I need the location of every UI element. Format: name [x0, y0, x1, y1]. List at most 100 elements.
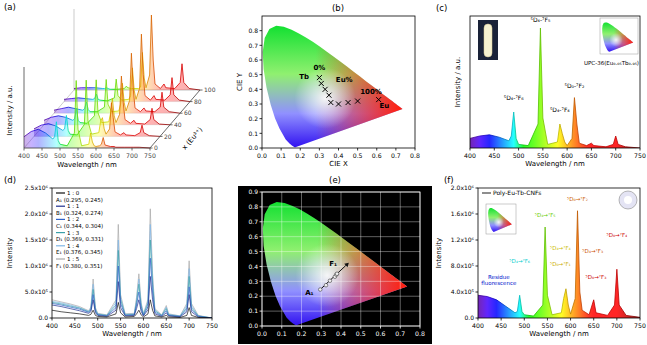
spectrum-line [470, 28, 640, 148]
grid-line [341, 192, 342, 326]
x-tick-label: 0.5 [356, 330, 366, 337]
annotation: 100% [360, 88, 382, 96]
grid-line [380, 192, 381, 326]
grid-line [262, 221, 420, 222]
x-tick-label: 700 [183, 322, 195, 329]
annotation: ⁵D₄→⁷F₆ [509, 258, 531, 264]
cie-locus [263, 202, 407, 325]
point [328, 100, 333, 105]
z-tick-label: 80 [194, 98, 202, 105]
legend-label: C₁ (0.344, 0.304) [56, 223, 103, 229]
legend-swatch [56, 192, 65, 193]
annotation: ⁵D₄→⁷F₄ [550, 245, 572, 251]
x-tick-label: 750 [144, 152, 156, 159]
x-tick-label: 450 [488, 152, 500, 159]
cie-locus-white [263, 202, 407, 325]
x-tick-label: 650 [586, 152, 598, 159]
text-line: fluorescence [481, 280, 517, 286]
z-tick [180, 113, 183, 114]
x-tick-label: 0.8 [410, 152, 420, 159]
x-tick-label: 550 [542, 322, 554, 329]
annotation: F₁ [329, 260, 337, 268]
panel-title: (b) [332, 3, 344, 13]
x-tick-label: 500 [54, 152, 66, 159]
panel-title: (c) [436, 3, 447, 13]
y-tick-label: 1.2x10⁶ [451, 236, 475, 243]
x-tick-label: 0.2 [297, 330, 307, 337]
spectrum-line [44, 76, 170, 125]
x-tick [616, 318, 617, 321]
x-tick-label: 750 [206, 322, 218, 329]
y-tick-label: 0.3 [248, 100, 258, 107]
x-tick-label: 700 [126, 152, 138, 159]
y-tick-label: 2.5x10⁶ [25, 184, 49, 191]
plot-area [470, 28, 640, 148]
grid-line [262, 251, 420, 252]
points [318, 272, 338, 291]
x-tick [524, 318, 525, 321]
annotation: Residuefluorescence [481, 274, 517, 286]
y-tick-label: 0.7 [248, 42, 258, 49]
x-tick-label: 700 [610, 152, 622, 159]
y-tick-label: 5.0x10⁵ [25, 288, 49, 295]
y-tick-label: 0.2 [248, 115, 258, 122]
spectrum-fill [24, 81, 150, 149]
legend-label: 1 : 4 [67, 243, 80, 249]
cie-locus-red [602, 22, 633, 51]
plot-area [52, 209, 212, 318]
grid-line [301, 192, 302, 326]
legend-label: D₁ (0.369, 0.331) [56, 236, 103, 242]
plot-frame [470, 16, 640, 148]
y-tick-label: 1.5x10⁶ [25, 236, 49, 243]
panel-title: (f) [444, 175, 454, 185]
x-tick [640, 148, 641, 151]
z-tick-label: 40 [174, 121, 182, 128]
y-tick-label: 0.0 [248, 144, 258, 151]
x-tick-label: 0.2 [295, 152, 305, 159]
annotation: ⁵D₀-⁷F₂ [564, 82, 584, 89]
inset-photo-tube [484, 24, 492, 57]
x-tick-label: 0.7 [391, 152, 401, 159]
x-tick [166, 318, 167, 321]
x-tick [542, 148, 543, 151]
cie-locus-red [488, 208, 512, 232]
point [323, 87, 328, 92]
grid-line [262, 206, 420, 207]
x-tick-label: 500 [513, 152, 525, 159]
grid-line [360, 192, 361, 326]
x-tick [143, 318, 144, 321]
spectrum-fill [64, 34, 190, 102]
spectrum-fill [470, 28, 640, 148]
series-baseline [24, 148, 150, 149]
spectrum-line [52, 300, 212, 318]
spectrum-line [64, 34, 190, 102]
y-tick-label: 0.0 [464, 314, 474, 321]
z-tick-label: 100 [204, 86, 216, 93]
x-tick-label: 0.3 [314, 152, 324, 159]
x-tick-label: 700 [611, 322, 623, 329]
y-tick-label: 0.3 [248, 278, 258, 285]
x-tick [501, 318, 502, 321]
x-tick-label: 650 [588, 322, 600, 329]
x-tick-label: 600 [90, 152, 102, 159]
x-tick [60, 148, 61, 151]
spectrum-line [54, 53, 180, 113]
x-tick-label: 650 [108, 152, 120, 159]
annotation: A₁ [305, 289, 313, 297]
x-tick [96, 148, 97, 151]
legend-label: 1 : 3 [67, 230, 80, 236]
point [334, 273, 338, 277]
y-tick [476, 318, 479, 319]
x-tick-label: 550 [72, 152, 84, 159]
legend-label: F₁ (0.380, 0.351) [56, 263, 102, 269]
panel-title: (d) [4, 175, 16, 185]
inset-photo [478, 20, 498, 60]
x-tick-label: 0.7 [395, 330, 405, 337]
point [319, 81, 324, 86]
annotation: ⁵D₄-⁷F₅ [530, 16, 550, 23]
annotation: Eu [380, 102, 390, 110]
x-tick-label: 450 [495, 322, 507, 329]
grid-line [321, 192, 322, 326]
spectrum-line [52, 209, 212, 318]
x-tick-label: 0.0 [257, 330, 267, 337]
